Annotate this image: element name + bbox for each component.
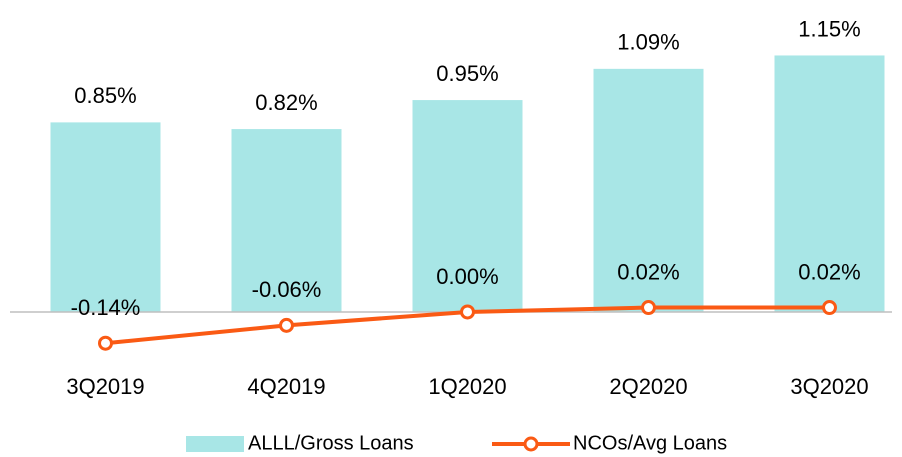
bar-value-label: 0.82% [255,90,317,115]
line-marker [98,335,113,351]
x-tick-label: 2Q2020 [609,374,687,399]
bar-value-label: 1.15% [798,16,860,41]
bar [593,68,704,312]
line-marker [460,304,475,320]
line-value-label: 0.02% [798,259,860,284]
x-tick-label: 3Q2019 [66,374,144,399]
bar-value-label: 0.85% [74,83,136,108]
bar [774,55,885,312]
legend-label: ALLL/Gross Loans [248,432,414,454]
line-value-label: 0.00% [436,264,498,289]
x-tick-label: 1Q2020 [428,374,506,399]
line-value-label: -0.06% [252,277,322,302]
bar-value-label: 1.09% [617,30,679,55]
legend-swatch [186,436,244,452]
bar [50,122,161,312]
line-value-label: 0.02% [617,259,679,284]
bar [412,100,523,312]
legend-label: NCOs/Avg Loans [573,432,727,454]
line-marker [279,317,294,333]
line-marker [822,300,837,316]
legend-marker [523,436,539,452]
line-value-label: -0.14% [71,295,141,320]
line-marker [641,300,656,316]
bar [231,129,342,312]
x-tick-label: 3Q2020 [790,374,868,399]
x-tick-label: 4Q2019 [247,374,325,399]
bar-value-label: 0.95% [436,61,498,86]
